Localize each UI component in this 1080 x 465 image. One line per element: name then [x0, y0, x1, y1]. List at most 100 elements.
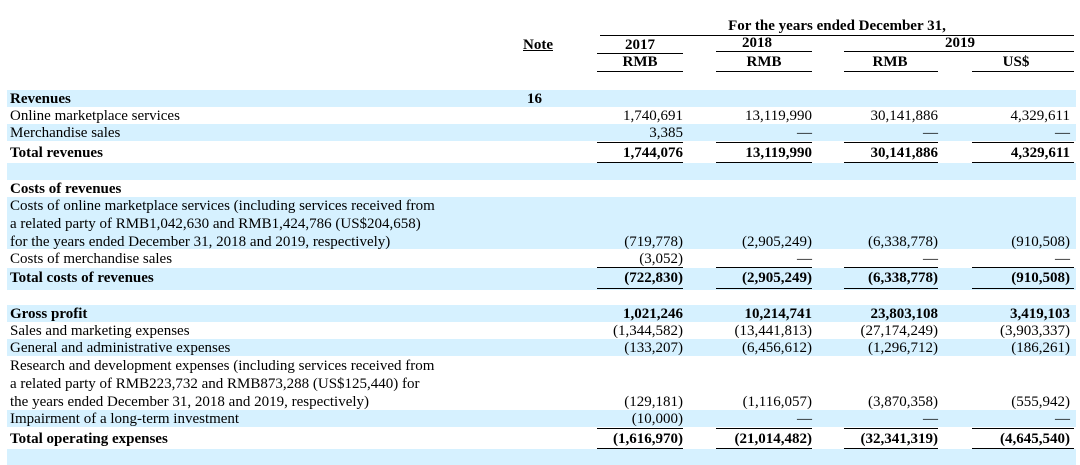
band-impair — [7, 410, 1076, 427]
sales-2019-usd: (3,903,337) — [1000, 323, 1070, 339]
band-gross — [7, 305, 1076, 322]
total-cost-2019-usd: (910,508) — [1011, 270, 1070, 286]
cost-online-2017: (719,778) — [624, 234, 683, 250]
band-total-cost — [7, 268, 1076, 290]
online-2018: 13,119,990 — [745, 108, 812, 124]
total-cost-2017: (722,830) — [624, 270, 683, 286]
year-2019-rule — [844, 51, 1074, 52]
band-revenues — [7, 90, 1076, 107]
total-cost-rule-2 — [716, 288, 812, 289]
cost-merch-2017: (3,052) — [639, 251, 683, 267]
total-opex-2019-usd: (4,645,540) — [1000, 431, 1070, 447]
gross-2018: 10,214,741 — [744, 306, 813, 322]
year-2018: 2018 — [742, 35, 772, 51]
sales-2018: (13,441,813) — [734, 323, 813, 339]
total-rev-rule-2 — [716, 162, 812, 163]
impair-label: Impairment of a long-term investment — [10, 411, 240, 427]
total-rev-2019-rmb: 30,141,886 — [870, 145, 939, 161]
gross-2019-usd: 3,419,103 — [1010, 306, 1070, 322]
ga-label: General and administrative expenses — [10, 340, 231, 356]
gross-2017: 1,021,246 — [623, 306, 683, 322]
total-opex-rule-1 — [597, 448, 683, 449]
impair-rule-1 — [597, 428, 683, 429]
note-header: Note — [523, 37, 553, 53]
cost-online-line-3: for the years ended December 31, 2018 an… — [10, 234, 391, 250]
total-rev-2017: 1,744,076 — [623, 145, 683, 161]
total-opex-rule-4 — [972, 448, 1074, 449]
total-cost-label: Total costs of revenues — [10, 270, 154, 286]
cost-merch-label: Costs of merchandise sales — [10, 251, 173, 267]
impair-2019-usd: — — [1055, 411, 1070, 427]
total-rev-rule-3 — [844, 162, 938, 163]
gross-2019-rmb: 23,803,108 — [870, 306, 939, 322]
sales-2017: (1,344,582) — [613, 323, 683, 339]
total-opex-rule-3 — [844, 448, 938, 449]
merch-label: Merchandise sales — [10, 125, 121, 141]
total-opex-rule-2 — [716, 448, 812, 449]
currency-2019-rmb: RMB — [872, 54, 908, 70]
total-rev-rule-1 — [597, 162, 683, 163]
online-2017: 1,740,691 — [623, 108, 683, 124]
cost-merch-2019-rmb: — — [923, 251, 938, 267]
cost-merch-rule-4 — [972, 267, 1074, 268]
rd-line-2: a related party of RMB223,732 and RMB873… — [10, 376, 420, 392]
online-label: Online marketplace services — [10, 108, 180, 124]
sales-2019-rmb: (27,174,249) — [860, 323, 939, 339]
total-cost-rule-1 — [597, 288, 683, 289]
band-cost-desc — [7, 197, 1076, 249]
total-cost-rule-4 — [972, 288, 1074, 289]
rd-2019-usd: (555,942) — [1011, 394, 1070, 410]
impair-2017: (10,000) — [631, 411, 683, 427]
cost-head-label: Costs of revenues — [10, 181, 122, 197]
total-rev-label: Total revenues — [10, 145, 103, 161]
year-2019: 2019 — [945, 35, 975, 51]
online-2019-rmb: 30,141,886 — [870, 108, 939, 124]
total-opex-2017: (1,616,970) — [613, 431, 683, 447]
band-bottom — [7, 449, 1076, 465]
ga-2019-rmb: (1,296,712) — [868, 340, 938, 356]
impair-rule-3 — [844, 428, 938, 429]
total-opex-2018: (21,014,482) — [734, 431, 813, 447]
cost-merch-rule-2 — [716, 267, 812, 268]
merch-2019-usd: — — [1055, 125, 1070, 141]
impair-2019-rmb: — — [923, 411, 938, 427]
total-rev-2018: 13,119,990 — [745, 145, 812, 161]
cost-merch-2019-usd: — — [1055, 251, 1070, 267]
merch-2017: 3,385 — [649, 125, 683, 141]
rd-line-3: the years ended December 31, 2018 and 20… — [10, 394, 370, 410]
cost-merch-2018: — — [797, 251, 812, 267]
merch-rule-2 — [716, 142, 812, 143]
ga-2017: (133,207) — [624, 340, 683, 356]
ga-2019-usd: (186,261) — [1011, 340, 1070, 356]
currency-2019-usd-rule — [972, 71, 1074, 72]
band-spacer-1 — [7, 163, 1076, 180]
total-cost-2019-rmb: (6,338,778) — [868, 270, 938, 286]
period-title: For the years ended December 31, — [728, 18, 946, 34]
merch-rule-1 — [597, 142, 683, 143]
rd-line-1: Research and development expenses (inclu… — [10, 358, 435, 374]
cost-merch-rule-1 — [597, 267, 683, 268]
revenues-label: Revenues — [10, 91, 71, 107]
total-opex-2019-rmb: (32,341,319) — [860, 431, 939, 447]
impair-rule-2 — [716, 428, 812, 429]
total-rev-rule-4 — [972, 162, 1074, 163]
total-cost-2018: (2,905,249) — [742, 270, 812, 286]
merch-rule-4 — [972, 142, 1074, 143]
rd-2019-rmb: (3,870,358) — [868, 394, 938, 410]
total-cost-rule-3 — [844, 288, 938, 289]
rd-2018: (1,116,057) — [742, 394, 812, 410]
year-2017: 2017 — [625, 37, 655, 53]
revenues-note: 16 — [527, 91, 542, 107]
currency-2018-rule — [716, 71, 812, 72]
cost-merch-rule-3 — [844, 267, 938, 268]
cost-online-2018: (2,905,249) — [742, 234, 812, 250]
impair-rule-4 — [972, 428, 1074, 429]
cost-online-line-2: a related party of RMB1,042,630 and RMB1… — [10, 216, 421, 232]
currency-2019-usd: US$ — [1002, 54, 1030, 70]
sales-label: Sales and marketing expenses — [10, 323, 190, 339]
cost-online-2019-rmb: (6,338,778) — [868, 234, 938, 250]
impair-2018: — — [797, 411, 812, 427]
total-rev-2019-usd: 4,329,611 — [1010, 145, 1070, 161]
cost-online-2019-usd: (910,508) — [1011, 234, 1070, 250]
merch-2018: — — [797, 125, 812, 141]
